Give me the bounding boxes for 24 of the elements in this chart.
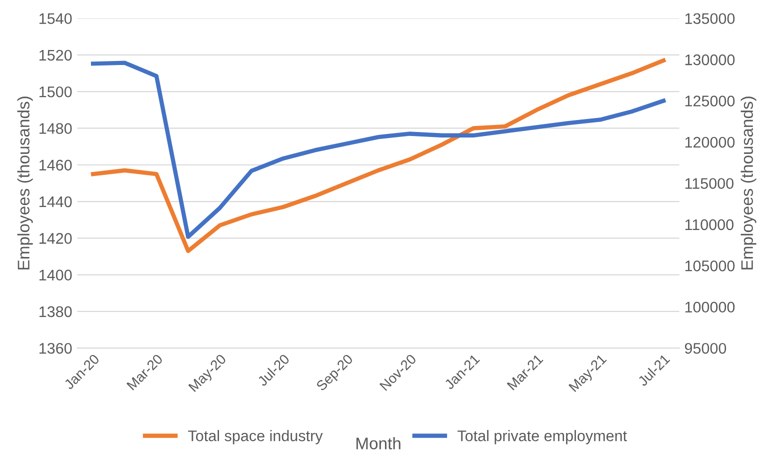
y-tick-label: 1460: [40, 160, 72, 171]
y-tick-label: 1480: [40, 123, 72, 134]
y-tick-label: 1520: [40, 50, 72, 61]
y2-tick-label: 120000: [685, 136, 735, 148]
y-tick-label: 1400: [40, 270, 72, 280]
y2-tick-label: 125000: [685, 96, 735, 106]
y-tick-label: 1360: [40, 342, 72, 354]
legend-label: Total space industry: [188, 430, 323, 444]
y2-tick-label: 100000: [685, 302, 735, 313]
y2-tick-label: 115000: [685, 178, 734, 189]
y-tick-label: 1540: [40, 13, 72, 24]
y2-tick-label: 135000: [685, 13, 735, 24]
y2-tick-label: 130000: [685, 54, 735, 66]
y-tick-label: 1440: [40, 196, 72, 208]
y2-tick-label: 95000: [684, 342, 726, 354]
y-tick-label: 1420: [40, 233, 72, 244]
x-axis-title: Month: [356, 437, 400, 450]
y2-tick-label: 110000: [685, 219, 734, 230]
y-axis-title: Employees (thousands): [17, 96, 33, 270]
y2-tick-label: 105000: [685, 260, 735, 272]
legend-label: Total private employment: [458, 430, 627, 444]
y2-axis-title: Employees (thousands): [740, 96, 756, 270]
y-tick-label: 1380: [40, 306, 72, 318]
y-tick-label: 1500: [40, 86, 72, 98]
